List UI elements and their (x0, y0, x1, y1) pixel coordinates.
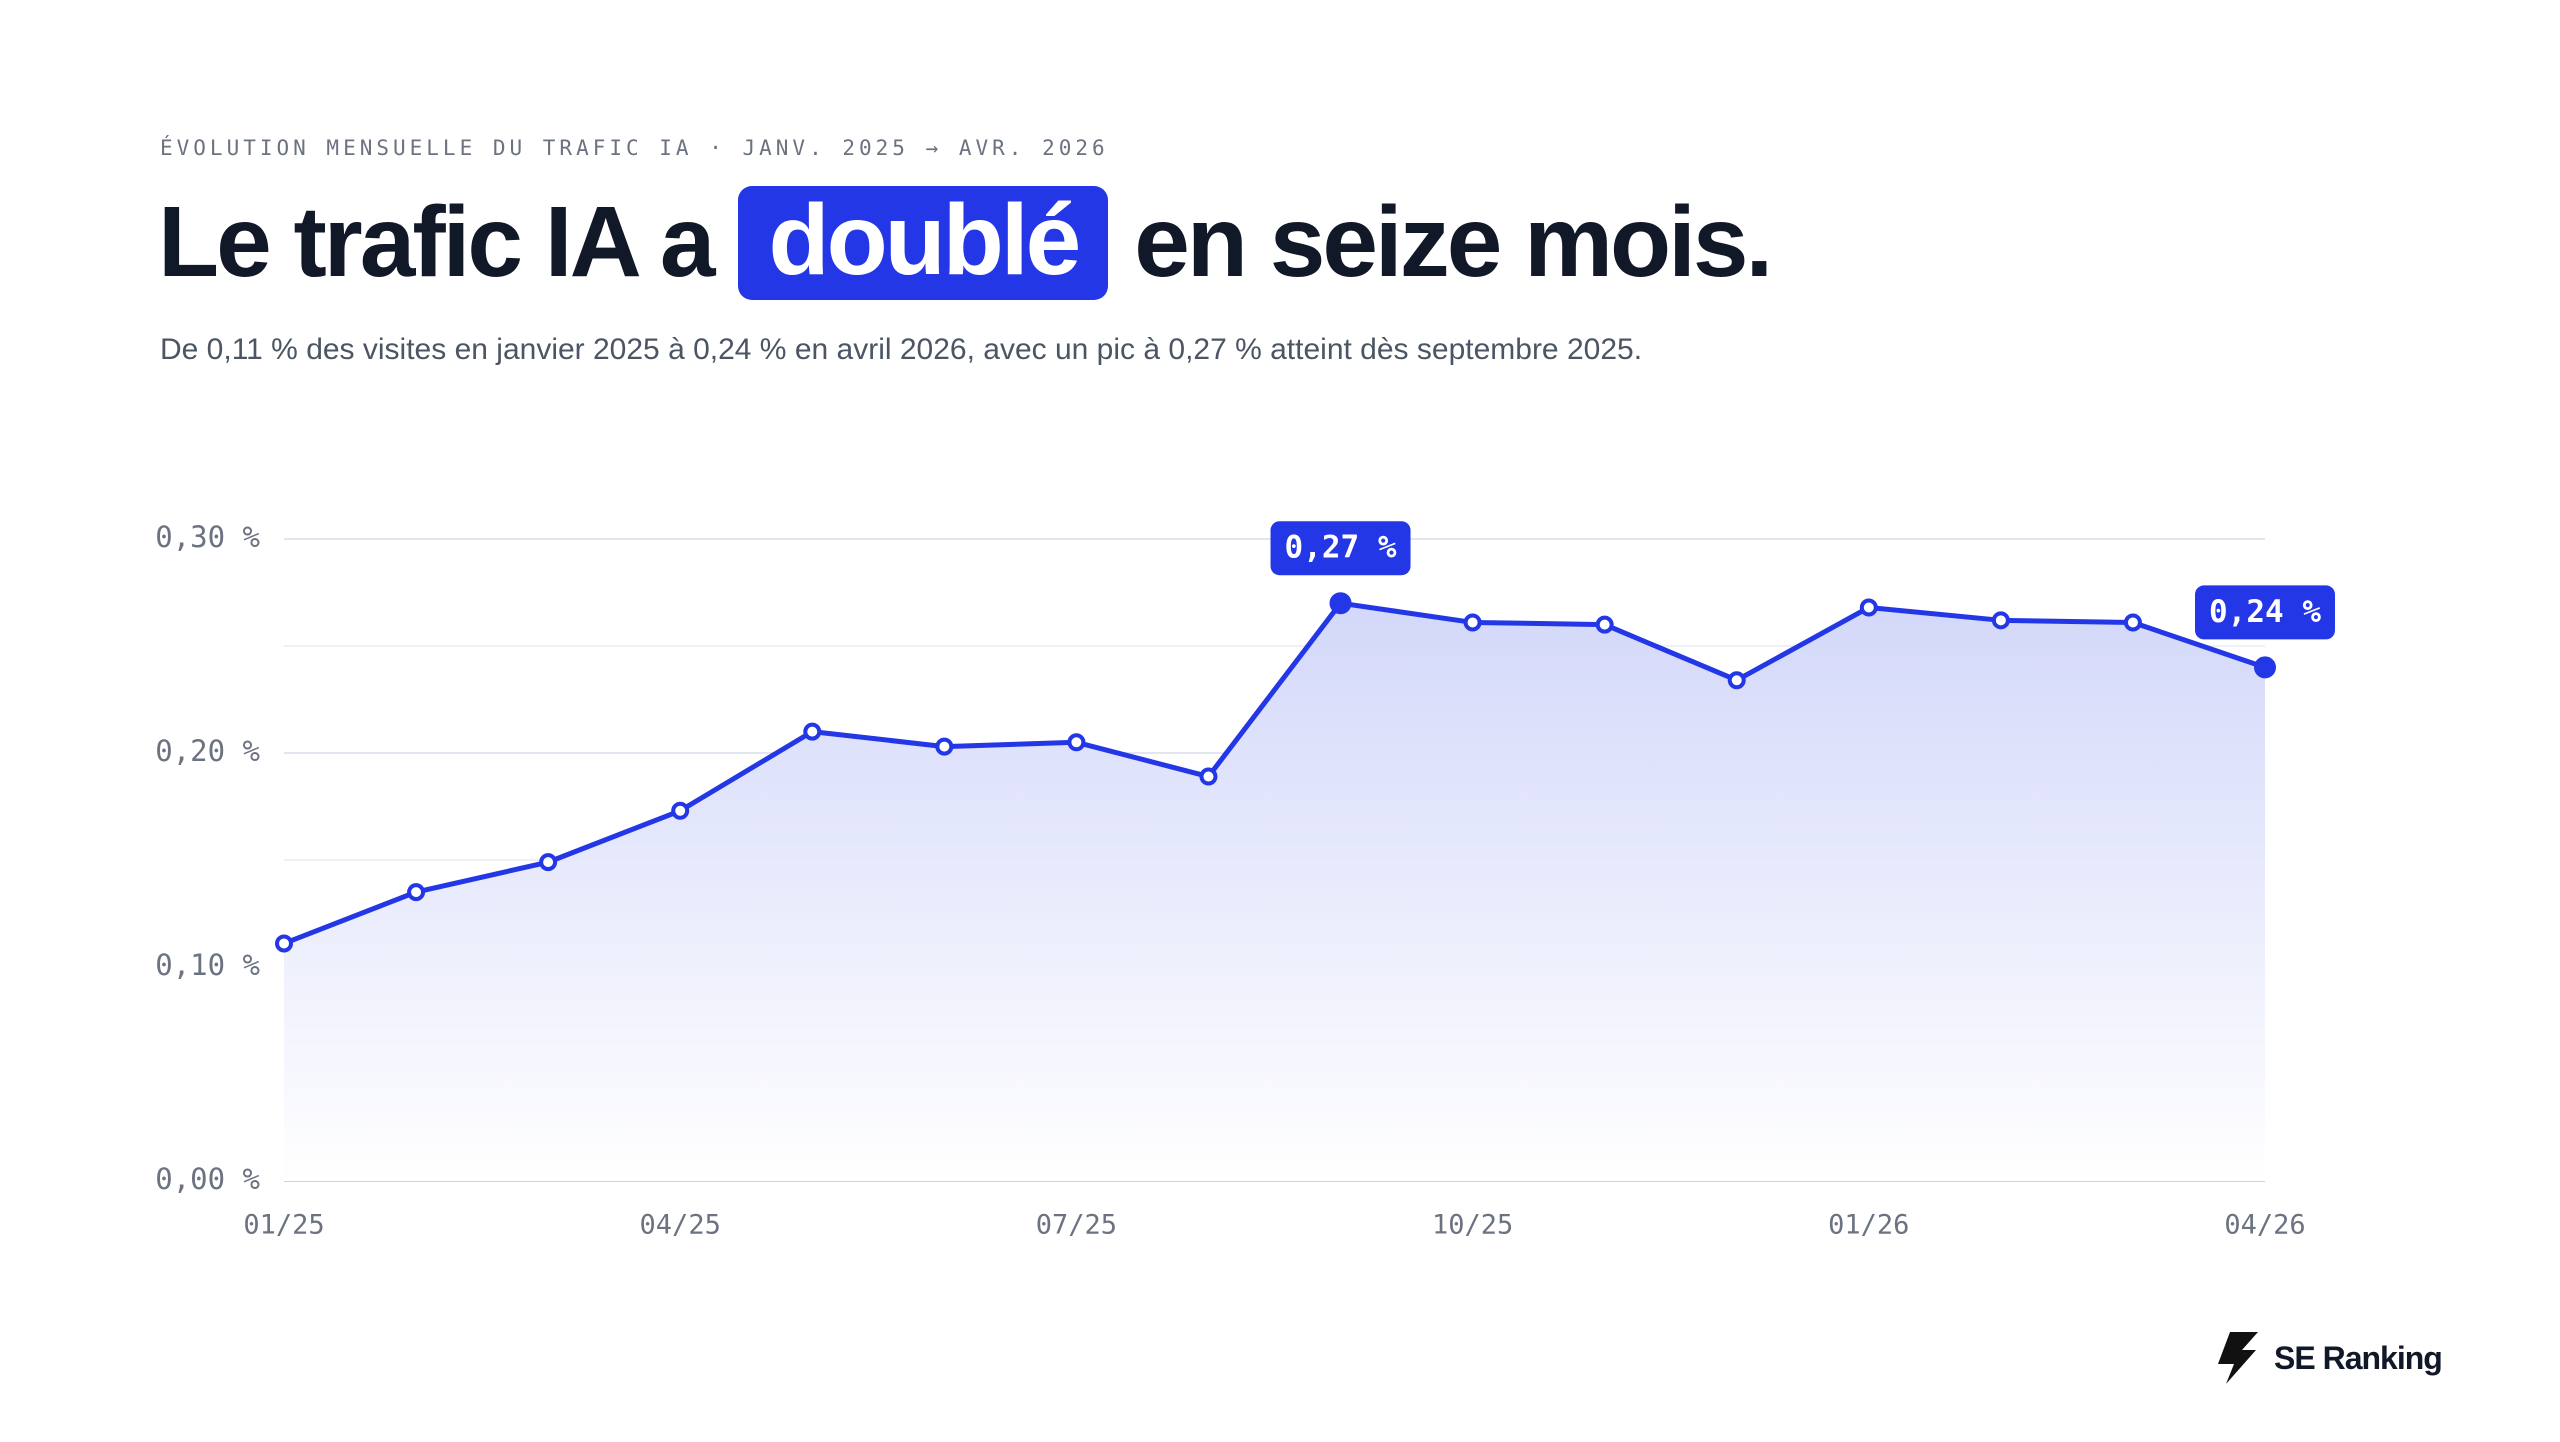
title-highlight: doublé (738, 185, 1109, 300)
value-label-bg (1270, 521, 1411, 576)
value-label-text: 0,27 % (1285, 530, 1397, 566)
value-label-text: 0,24 % (2209, 594, 2321, 630)
point (935, 737, 954, 756)
x-tick-label: 04/26 (2224, 1210, 2305, 1241)
point (539, 853, 558, 872)
value-label: 0,24 % (2195, 585, 2335, 640)
brand: SE Ranking (2212, 1330, 2443, 1386)
point (1859, 598, 1878, 617)
brand-logo (2218, 1332, 2258, 1384)
y-tick-label: 0,10 % (155, 948, 260, 982)
kicker: ÉVOLUTION MENSUELLE DU TRAFIC IA · JANV.… (160, 136, 1109, 160)
point (275, 934, 293, 953)
point (1329, 592, 1352, 615)
point (1595, 615, 1614, 634)
title: Le trafic IA a doublé en seize mois. (158, 185, 1773, 300)
subtitle: De 0,11 % des visites en janvier 2025 à … (160, 333, 1643, 366)
point (1463, 613, 1482, 632)
point (2123, 613, 2142, 632)
x-tick-label: 01/25 (243, 1210, 324, 1241)
x-tick-label: 01/26 (1828, 1210, 1909, 1241)
y-tick-label: 0,00 % (155, 1162, 260, 1196)
point (671, 801, 690, 820)
point (407, 883, 426, 902)
title-before: Le trafic IA a (158, 186, 715, 298)
point (1067, 733, 1086, 752)
point (1727, 671, 1746, 690)
y-tick-label: 0,30 % (155, 520, 260, 554)
point (1991, 611, 2010, 630)
y-tick-label: 0,20 % (155, 734, 260, 768)
line (283, 600, 2266, 946)
value-label: 0,27 % (1270, 521, 1411, 576)
value-label-bg (2195, 585, 2335, 640)
point (803, 722, 822, 741)
x-tick-label: 10/25 (1432, 1210, 1513, 1241)
x-tick-label: 04/25 (640, 1210, 721, 1241)
x-tick-label: 07/25 (1036, 1210, 1117, 1241)
point (1199, 767, 1218, 786)
point (2254, 656, 2276, 679)
title-after: en seize mois. (1134, 186, 1773, 298)
brand-name: SE Ranking (2274, 1339, 2443, 1376)
area (284, 603, 2265, 1181)
